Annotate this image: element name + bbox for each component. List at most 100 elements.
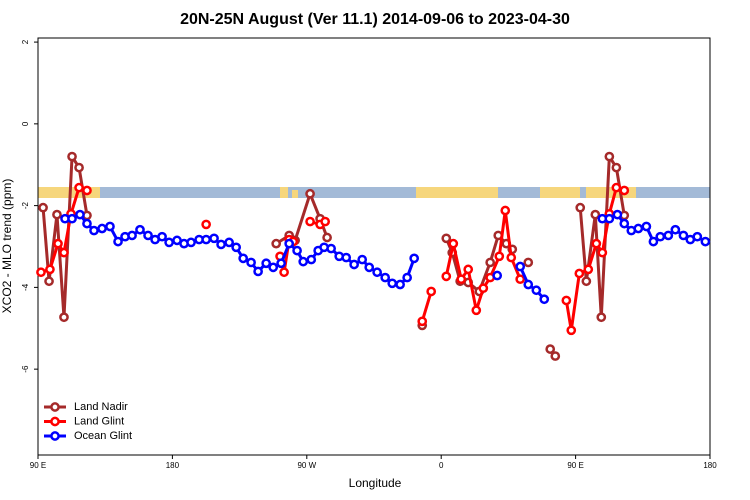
y-tick-label: -6 [21,365,30,373]
point [441,233,452,244]
series-line [41,151,626,357]
point [89,225,99,236]
point [581,276,592,287]
point [409,253,420,264]
point [292,245,302,256]
point [485,257,496,268]
point [611,182,622,193]
point [364,262,375,273]
point [545,344,556,354]
point [471,305,482,316]
point [417,316,428,327]
point [463,264,474,275]
point [231,242,242,253]
point [700,236,711,247]
point [105,221,115,232]
chart-title: 20N-25N August (Ver 11.1) 2014-09-06 to … [180,11,570,28]
point [633,223,644,234]
y-tick-label: 0 [21,121,30,126]
y-tick-label: -2 [21,202,30,210]
point [44,276,54,287]
point [216,239,226,250]
point [349,259,359,270]
point [52,209,62,220]
point [36,267,46,278]
y-tick-label: 2 [21,39,30,44]
point [492,270,503,281]
point [261,258,272,269]
point [75,209,85,220]
point [387,278,398,289]
point [276,258,286,269]
point [596,312,607,323]
point [678,230,689,241]
point [305,216,315,227]
point [186,237,196,248]
point [402,272,413,283]
point [692,231,703,242]
point [253,266,263,277]
point [53,238,63,249]
point [224,237,234,248]
series [60,209,711,305]
point [583,264,594,275]
point [574,268,585,279]
point [426,286,437,297]
point [590,209,601,220]
series [38,151,630,361]
point [670,224,681,235]
point [566,325,577,336]
point [246,257,256,268]
point [478,283,489,294]
point [523,279,534,290]
point [74,182,84,193]
series-line [65,212,707,301]
point [201,219,211,230]
y-tick-label: -4 [21,283,30,291]
legend-label: Land Nadir [74,401,128,413]
point [59,247,69,258]
point [597,247,608,258]
point [575,202,586,213]
series-line [40,185,625,331]
point [604,213,615,224]
y-axis-label: XCO2 - MLO trend (ppm) [0,179,14,314]
plot-frame [37,37,711,456]
point [604,151,615,162]
x-tick-label: 90 E [567,461,583,470]
point [395,279,405,290]
point [97,223,107,234]
legend-marker [50,402,60,412]
point [523,257,534,268]
point [268,262,279,273]
point [441,271,452,282]
legend-label: Ocean Glint [74,430,132,442]
point [326,243,336,254]
point [539,294,550,305]
point [59,312,69,323]
x-tick-label: 180 [703,461,717,470]
point [550,351,561,361]
point [45,264,55,275]
point [298,256,309,267]
point [506,252,517,263]
point [113,236,123,247]
point [448,238,459,249]
point [500,205,511,216]
legend-marker [50,416,60,427]
point [279,267,289,278]
x-axis-label: Longitude [349,476,402,490]
point [612,209,623,220]
point [143,230,153,241]
point [663,230,674,241]
point [164,237,174,248]
point [655,231,666,242]
point [82,218,92,229]
point [209,233,219,244]
point [67,213,77,224]
point [135,224,145,235]
point [157,231,167,242]
point [127,230,137,241]
point [341,252,352,263]
